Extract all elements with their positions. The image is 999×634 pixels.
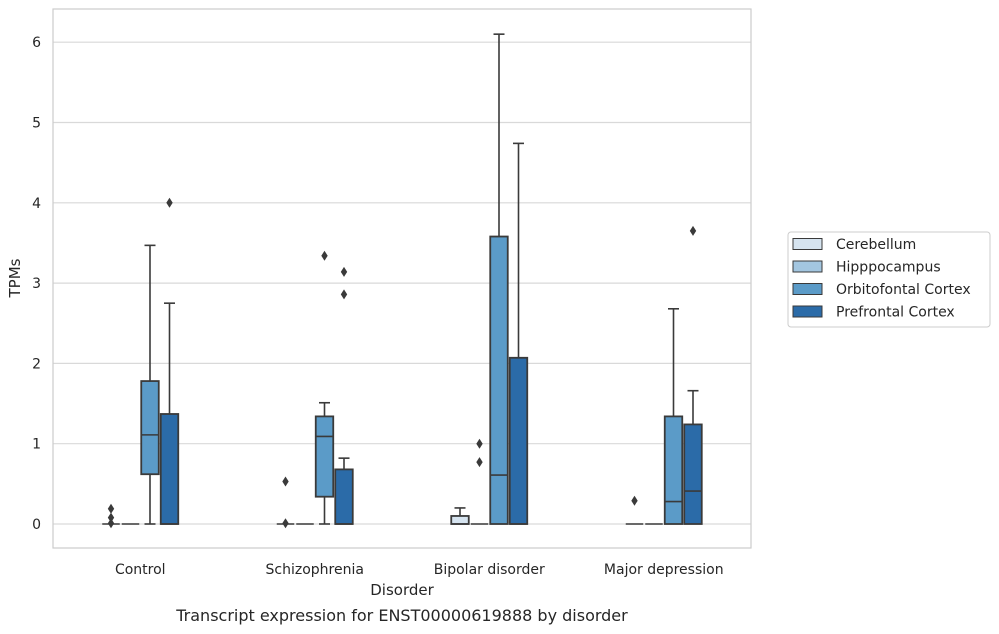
outlier-point bbox=[476, 457, 483, 468]
x-axis-label: Disorder bbox=[370, 581, 434, 599]
legend-label: Hipppocampus bbox=[836, 260, 941, 276]
box-plot bbox=[159, 197, 180, 525]
legend-swatch bbox=[792, 260, 823, 273]
box-plot bbox=[102, 503, 120, 529]
outlier-point bbox=[107, 518, 115, 529]
box-plot bbox=[683, 225, 703, 525]
box-body bbox=[663, 415, 684, 525]
box-plot bbox=[314, 250, 335, 525]
box-body bbox=[140, 380, 160, 476]
outlier-point bbox=[166, 197, 173, 208]
box-body bbox=[683, 423, 703, 525]
y-tick-label: 1 bbox=[32, 437, 41, 453]
y-tick-label: 6 bbox=[32, 35, 41, 51]
legend-swatch bbox=[792, 283, 823, 295]
y-tick-label: 3 bbox=[32, 276, 41, 292]
y-tick-labels: 0 1 2 3 4 5 6 bbox=[32, 35, 41, 533]
x-tick-label: Bipolar disorder bbox=[434, 562, 545, 578]
box-plot bbox=[470, 438, 489, 525]
legend-label: Cerebellum bbox=[836, 237, 916, 253]
box-series bbox=[102, 33, 703, 529]
outlier-point bbox=[282, 518, 289, 529]
chart-title: Transcript expression for ENST0000061988… bbox=[175, 606, 628, 625]
legend: Cerebellum Hipppocampus Orbitofontal Corte… bbox=[787, 231, 991, 328]
x-tick-label: Control bbox=[115, 562, 166, 578]
outlier-point bbox=[107, 512, 115, 523]
legend-swatch bbox=[792, 305, 823, 318]
outlier-point bbox=[321, 250, 328, 261]
x-tick-label: Schizophrenia bbox=[266, 562, 364, 578]
box-body bbox=[489, 235, 509, 525]
outlier-point bbox=[340, 289, 348, 300]
outlier-point bbox=[689, 225, 697, 236]
box-body bbox=[159, 413, 180, 525]
x-tick-label: Major depression bbox=[604, 562, 724, 578]
outlier-point bbox=[107, 503, 115, 514]
box-plot bbox=[625, 495, 644, 525]
axes-frame bbox=[52, 8, 752, 549]
box-plot bbox=[276, 476, 295, 529]
box-body bbox=[450, 515, 470, 525]
box-plot bbox=[663, 307, 684, 525]
box-body bbox=[508, 356, 529, 525]
y-tick-label: 2 bbox=[32, 356, 41, 372]
y-tick-label: 0 bbox=[32, 517, 41, 533]
box-body bbox=[314, 415, 335, 498]
y-tick-label: 4 bbox=[32, 196, 41, 212]
box-plot bbox=[508, 142, 529, 525]
y-tick-label: 5 bbox=[32, 116, 41, 132]
legend-label: Orbitofontal Cortex bbox=[836, 282, 971, 298]
box-plot bbox=[450, 507, 470, 525]
outlier-point bbox=[631, 495, 638, 506]
x-tick-labels: Control Schizophrenia Bipolar disorder Majo… bbox=[115, 562, 724, 578]
legend-swatch bbox=[792, 238, 823, 250]
legend-label: Prefrontal Cortex bbox=[836, 305, 955, 321]
box-plot bbox=[489, 33, 509, 525]
box-plot bbox=[140, 244, 160, 525]
outlier-point bbox=[476, 438, 483, 449]
y-axis-label: TPMs bbox=[6, 258, 24, 298]
outlier-point bbox=[340, 266, 348, 277]
box-plot bbox=[334, 266, 354, 525]
outlier-point bbox=[282, 476, 289, 487]
legend-frame bbox=[787, 231, 991, 328]
box-body bbox=[334, 468, 354, 525]
